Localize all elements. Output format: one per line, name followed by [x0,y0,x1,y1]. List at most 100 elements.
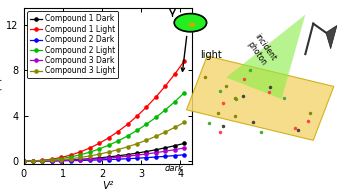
Compound 3 Light [78,156,82,159]
Compound 2 Dark [22,160,26,162]
Text: dark: dark [164,164,183,173]
Compound 1 Light [145,106,149,108]
Compound 1 Dark [125,153,129,156]
Compound 3 Dark [173,149,177,151]
Polygon shape [226,15,305,99]
Compound 3 Light [22,160,26,162]
Compound 3 Light [69,158,73,160]
Compound 1 Dark [69,159,73,161]
Compound 2 Dark [154,156,158,158]
Compound 3 Dark [97,158,101,160]
Y-axis label: Current (A) × 10$^{-3}$: Current (A) × 10$^{-3}$ [0,40,5,132]
Compound 2 Light [116,140,120,142]
Compound 1 Light [163,85,167,87]
Compound 2 Dark [69,160,73,162]
Compound 3 Dark [59,159,63,162]
Compound 2 Dark [116,158,120,160]
Line: Compound 1 Dark: Compound 1 Dark [22,141,186,163]
Compound 2 Dark [163,155,167,157]
Compound 2 Dark [40,160,44,162]
Compound 1 Light [31,160,35,162]
Compound 3 Light [88,155,92,157]
Compound 2 Light [163,109,167,111]
Compound 2 Light [173,101,177,103]
Compound 2 Light [69,156,73,158]
Compound 2 Light [125,135,129,137]
Line: Compound 2 Dark: Compound 2 Dark [22,153,186,163]
Compound 1 Light [69,154,73,156]
Compound 3 Light [125,146,129,148]
Line: Compound 3 Light: Compound 3 Light [22,120,186,163]
Text: incident
photon: incident photon [244,32,278,69]
Compound 1 Light [78,151,82,153]
Compound 3 Light [154,135,158,137]
Line: Compound 2 Light: Compound 2 Light [22,91,186,163]
Compound 3 Dark [182,147,186,149]
Compound 3 Light [116,149,120,151]
Compound 2 Light [106,144,111,146]
Compound 1 Dark [40,160,44,162]
Compound 3 Dark [31,160,35,162]
Compound 3 Dark [145,153,149,155]
Compound 1 Light [125,123,129,125]
Compound 1 Dark [145,150,149,153]
Compound 2 Light [50,159,54,161]
Compound 2 Dark [135,157,139,159]
Compound 3 Light [173,126,177,129]
Compound 1 Dark [106,156,111,158]
Compound 3 Dark [125,155,129,157]
Compound 2 Light [135,129,139,132]
Line: Compound 3 Dark: Compound 3 Dark [22,146,186,163]
Compound 1 Light [106,137,111,139]
Compound 3 Light [40,160,44,162]
Compound 1 Light [116,130,120,133]
Compound 2 Dark [173,154,177,157]
Compound 3 Dark [40,160,44,162]
Compound 2 Dark [145,156,149,159]
Compound 2 Light [40,159,44,162]
Compound 1 Light [50,158,54,160]
Compound 3 Light [145,139,149,141]
Compound 2 Light [78,154,82,156]
Polygon shape [187,56,334,140]
Compound 1 Light [154,96,158,98]
Compound 2 Dark [97,159,101,161]
Compound 1 Dark [182,142,186,145]
Compound 1 Dark [97,157,101,159]
Compound 2 Light [97,148,101,150]
Compound 1 Light [182,60,186,62]
Compound 3 Dark [50,160,54,162]
Compound 1 Light [173,73,177,75]
Compound 3 Dark [88,158,92,160]
Compound 2 Dark [31,160,35,162]
Compound 1 Dark [88,158,92,160]
Compound 1 Light [40,159,44,161]
Compound 3 Light [31,160,35,162]
Compound 3 Light [97,153,101,155]
Compound 1 Dark [31,160,35,162]
Compound 1 Light [59,156,63,159]
Compound 3 Light [106,151,111,153]
Compound 3 Dark [116,156,120,158]
Compound 3 Dark [154,152,158,154]
Compound 1 Dark [78,158,82,160]
Compound 1 Dark [116,155,120,157]
Compound 1 Dark [173,145,177,147]
Compound 2 Light [182,92,186,94]
Compound 3 Dark [69,159,73,161]
Compound 3 Dark [163,150,167,152]
Compound 2 Light [145,123,149,125]
Compound 2 Dark [59,160,63,162]
X-axis label: V²: V² [102,181,114,189]
Compound 2 Light [31,160,35,162]
Polygon shape [326,26,337,49]
Compound 3 Light [135,143,139,145]
Compound 3 Light [59,159,63,161]
Compound 1 Dark [163,147,167,149]
Compound 2 Light [22,160,26,162]
Compound 3 Dark [22,160,26,162]
Legend: Compound 1 Dark, Compound 1 Light, Compound 2 Dark, Compound 2 Light, Compound 3: Compound 1 Dark, Compound 1 Light, Compo… [27,11,118,78]
Compound 1 Dark [59,159,63,162]
Compound 1 Light [22,160,26,162]
Compound 2 Light [88,151,92,153]
